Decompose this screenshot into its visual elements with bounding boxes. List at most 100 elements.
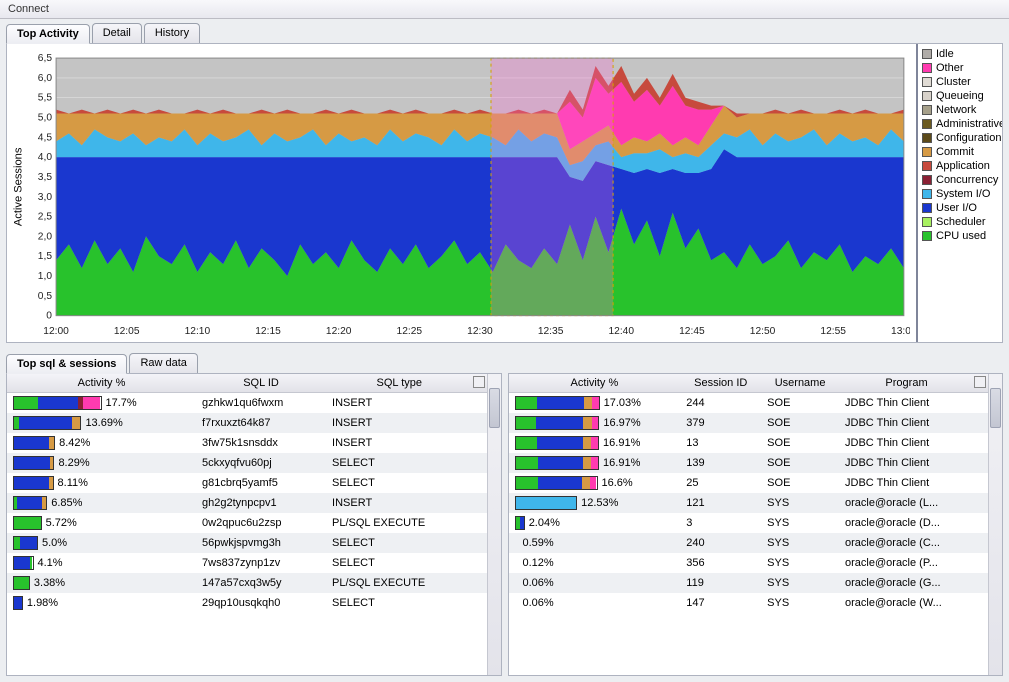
tab-top-activity[interactable]: Top Activity [6,24,90,44]
activity-bar [515,596,519,610]
table-row[interactable]: 5.72%0w2qpuc6u2zspPL/SQL EXECUTE [7,513,487,533]
cell-sqlid: 147a57cxq3w5y [196,573,326,593]
legend-item-administrative[interactable]: Administrative [922,118,998,130]
cell-user: SYS [761,573,839,593]
legend-item-application[interactable]: Application [922,160,998,172]
legend-label: Network [936,104,976,116]
legend-item-concurrency[interactable]: Concurrency [922,174,998,186]
activity-pct: 8.42% [59,437,90,449]
cell-type: SELECT [326,453,472,473]
session-scrollbar[interactable] [988,374,1002,675]
cell-sqlid: gzhkw1qu6fwxm [196,393,326,414]
table-row[interactable]: 8.11%g81cbrq5yamf5SELECT [7,473,487,493]
table-row[interactable]: 0.12%356SYSoracle@oracle (P... [509,553,989,573]
table-row[interactable]: 6.85%gh2g2tynpcpv1INSERT [7,493,487,513]
legend-swatch [922,217,932,227]
column-picker-icon[interactable] [974,376,986,388]
svg-text:6,5: 6,5 [38,53,53,64]
activity-bar [13,556,34,570]
col-header[interactable]: SQL type [326,374,472,393]
table-row[interactable]: 16.91%139SOEJDBC Thin Client [509,453,989,473]
col-header[interactable]: SQL ID [196,374,326,393]
table-row[interactable]: 5.0%56pwkjspvmg3hSELECT [7,533,487,553]
table-row[interactable]: 12.53%121SYSoracle@oracle (L... [509,493,989,513]
table-row[interactable]: 16.97%379SOEJDBC Thin Client [509,413,989,433]
table-row[interactable]: 16.6%25SOEJDBC Thin Client [509,473,989,493]
col-header[interactable]: Username [761,374,839,393]
legend-item-other[interactable]: Other [922,62,998,74]
svg-text:12:30: 12:30 [467,326,493,337]
main-window: Connect Top ActivityDetailHistory 00,51,… [0,0,1009,682]
cell-sqlid: f7rxuxzt64k87 [196,413,326,433]
activity-pct: 3.38% [34,577,65,589]
table-row[interactable]: 2.04%3SYSoracle@oracle (D... [509,513,989,533]
table-row[interactable]: 0.59%240SYSoracle@oracle (C... [509,533,989,553]
svg-text:2,5: 2,5 [38,212,53,223]
tab-history[interactable]: History [144,23,200,43]
activity-bar [13,576,30,590]
activity-bar [13,456,54,470]
table-row[interactable]: 13.69%f7rxuxzt64k87INSERT [7,413,487,433]
col-header[interactable]: Activity % [7,374,196,393]
activity-bar [515,516,525,530]
lower-tabs: Top sql & sessionsRaw data [0,349,1009,373]
legend-item-configuration[interactable]: Configuration [922,132,998,144]
active-sessions-chart[interactable]: 00,51,01,52,02,53,03,54,04,55,05,56,06,5… [9,52,910,340]
activity-pct: 0.06% [523,577,554,589]
svg-text:12:20: 12:20 [326,326,352,337]
table-row[interactable]: 8.42%3fw75k1snsddxINSERT [7,433,487,453]
tab-top-sql-sessions[interactable]: Top sql & sessions [6,354,127,374]
legend-item-cpu-used[interactable]: CPU used [922,230,998,242]
table-row[interactable]: 4.1%7ws837zynp1zvSELECT [7,553,487,573]
table-row[interactable]: 8.29%5ckxyqfvu60pjSELECT [7,453,487,473]
legend-label: User I/O [936,202,977,214]
legend-item-network[interactable]: Network [922,104,998,116]
cell-type: INSERT [326,413,472,433]
legend-item-idle[interactable]: Idle [922,48,998,60]
activity-pct: 16.91% [603,457,640,469]
col-header[interactable]: Program [839,374,974,393]
table-row[interactable]: 1.98%29qp10usqkqh0SELECT [7,593,487,613]
cell-sid: 25 [680,473,761,493]
chart-body[interactable]: 00,51,01,52,02,53,03,54,04,55,05,56,06,5… [7,44,916,342]
table-row[interactable]: 17.03%244SOEJDBC Thin Client [509,393,989,414]
activity-bar [515,536,519,550]
legend-swatch [922,203,932,213]
legend-item-queueing[interactable]: Queueing [922,90,998,102]
svg-text:12:25: 12:25 [397,326,423,337]
col-header[interactable]: Session ID [680,374,761,393]
svg-text:1,5: 1,5 [38,251,53,262]
svg-text:Active Sessions: Active Sessions [12,147,24,226]
activity-pct: 16.97% [603,417,640,429]
sql-scrollbar[interactable] [487,374,501,675]
legend-item-commit[interactable]: Commit [922,146,998,158]
column-picker-icon[interactable] [473,376,485,388]
legend-item-scheduler[interactable]: Scheduler [922,216,998,228]
table-row[interactable]: 16.91%13SOEJDBC Thin Client [509,433,989,453]
cell-sqlid: 29qp10usqkqh0 [196,593,326,613]
legend-item-cluster[interactable]: Cluster [922,76,998,88]
legend-swatch [922,161,932,171]
legend-item-user-i-o[interactable]: User I/O [922,202,998,214]
svg-text:4,5: 4,5 [38,132,53,143]
activity-pct: 17.7% [106,397,137,409]
svg-text:5,0: 5,0 [38,113,53,124]
table-row[interactable]: 17.7%gzhkw1qu6fwxmINSERT [7,393,487,414]
cell-sid: 13 [680,433,761,453]
legend-swatch [922,105,932,115]
cell-user: SOE [761,413,839,433]
tab-detail[interactable]: Detail [92,23,142,43]
activity-bar [515,556,519,570]
legend-swatch [922,77,932,87]
cell-user: SYS [761,553,839,573]
legend-label: Application [936,160,990,172]
col-header[interactable]: Activity % [509,374,681,393]
table-row[interactable]: 0.06%147SYSoracle@oracle (W... [509,593,989,613]
activity-bar [13,516,42,530]
activity-bar [13,416,81,430]
activity-bar [515,416,600,430]
table-row[interactable]: 0.06%119SYSoracle@oracle (G... [509,573,989,593]
table-row[interactable]: 3.38%147a57cxq3w5yPL/SQL EXECUTE [7,573,487,593]
legend-item-system-i-o[interactable]: System I/O [922,188,998,200]
tab-raw-data[interactable]: Raw data [129,353,197,373]
